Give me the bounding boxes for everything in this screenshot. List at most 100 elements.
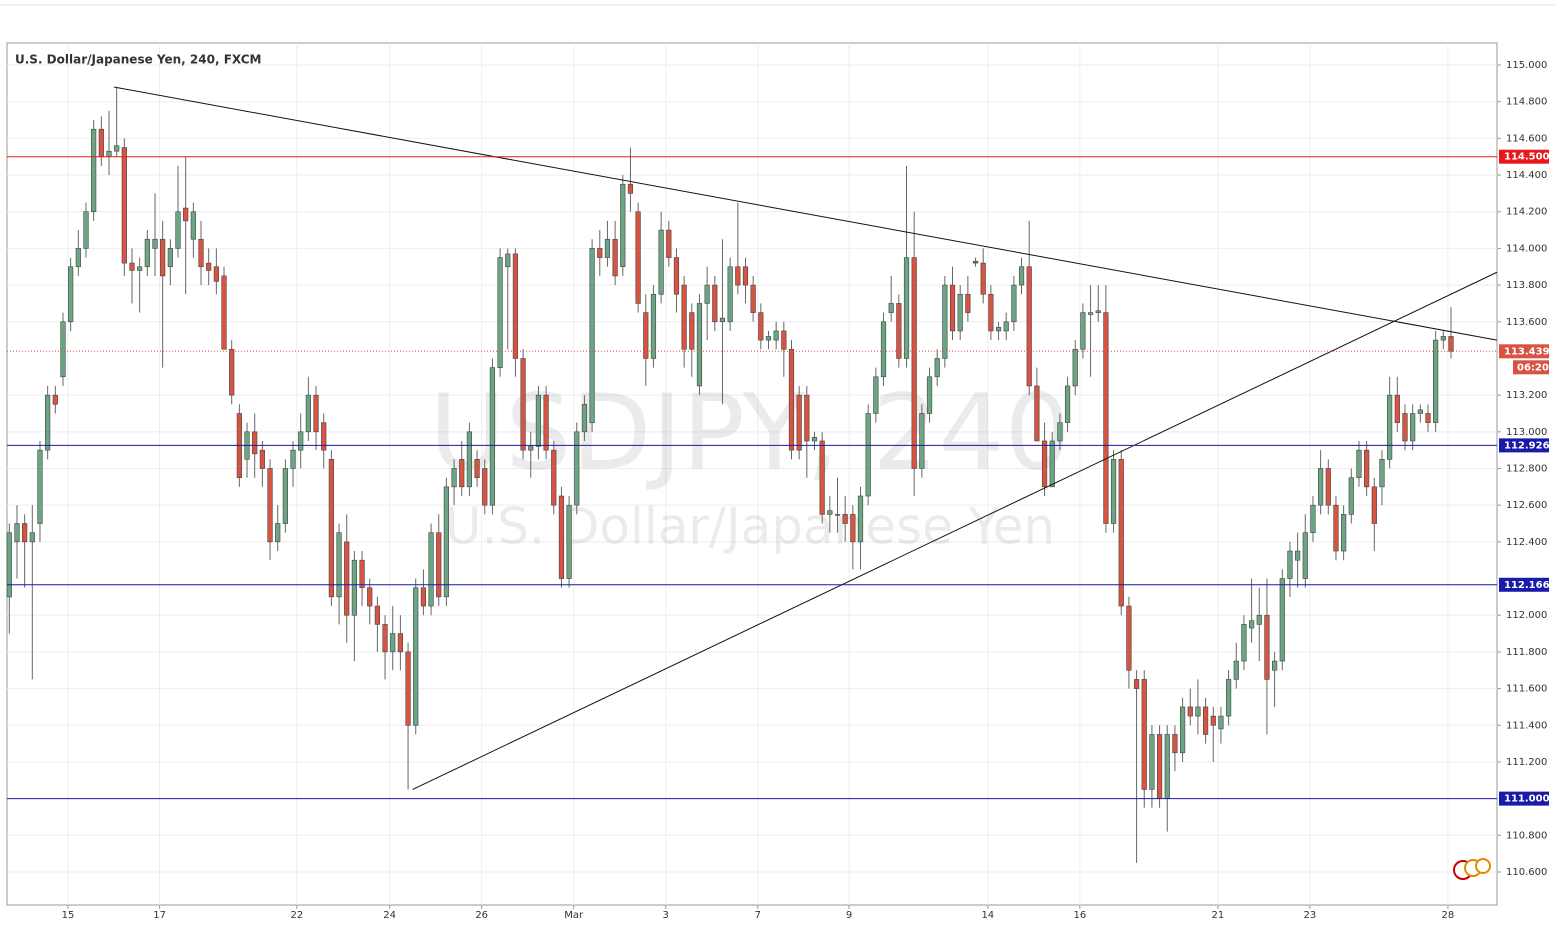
level-badge xyxy=(1499,577,1549,592)
y-tick-label: 113.600 xyxy=(1506,317,1547,328)
candle-body xyxy=(1226,679,1232,717)
candle-body xyxy=(612,238,618,277)
candle-body xyxy=(857,495,864,543)
y-tick-label: 115.000 xyxy=(1506,60,1547,71)
candle-body xyxy=(83,211,89,249)
candle-body xyxy=(1087,312,1094,315)
candle-body xyxy=(29,532,35,543)
candle-body xyxy=(919,413,925,469)
candle-body xyxy=(198,238,204,268)
candle-body xyxy=(773,330,779,341)
candle-body xyxy=(443,486,450,598)
candle-body xyxy=(888,303,894,313)
candle-body xyxy=(850,514,856,543)
candle-body xyxy=(405,651,411,726)
candle-body xyxy=(52,394,58,405)
candle-body xyxy=(781,330,787,350)
candle-body xyxy=(1018,266,1025,286)
candle-body xyxy=(37,449,43,524)
y-tick-label: 114.000 xyxy=(1506,243,1547,254)
last-price-badge xyxy=(1499,344,1549,359)
candle-body xyxy=(834,514,841,516)
candle-body xyxy=(1417,409,1423,414)
last-price-label: 113.439 xyxy=(1504,346,1550,357)
x-tick-label: 28 xyxy=(1442,910,1455,921)
candle-body xyxy=(681,284,687,350)
candle-body xyxy=(942,284,948,359)
candle-body xyxy=(221,275,227,350)
candle-body xyxy=(428,532,434,607)
candle-body xyxy=(75,248,81,268)
x-tick-label: Mar xyxy=(564,910,584,921)
candle-body xyxy=(972,260,979,264)
candle-body xyxy=(520,358,526,451)
candle-body xyxy=(581,404,588,433)
candle-body xyxy=(259,449,265,469)
event-icon[interactable] xyxy=(1475,858,1491,874)
trendline xyxy=(113,86,1498,341)
candle-body xyxy=(60,321,66,378)
y-tick-label: 111.600 xyxy=(1506,684,1547,695)
x-tick-label: 17 xyxy=(153,910,166,921)
candle-body xyxy=(1302,532,1308,579)
candle-body xyxy=(1057,422,1063,442)
candle-body xyxy=(788,348,795,451)
candle-body xyxy=(1287,550,1293,579)
candle-body xyxy=(22,523,28,543)
y-tick-label: 113.800 xyxy=(1506,280,1547,291)
candle-body xyxy=(351,559,357,616)
y-tick-label: 113.200 xyxy=(1506,390,1547,401)
y-tick-label: 110.600 xyxy=(1506,867,1547,878)
candle-body xyxy=(712,284,718,323)
candle-body xyxy=(459,459,465,488)
level-label: 112.926 xyxy=(1504,440,1550,451)
candle-body xyxy=(367,587,373,607)
candle-body xyxy=(167,248,173,268)
candle-body xyxy=(880,321,887,378)
candle-body xyxy=(328,459,334,598)
candle-body xyxy=(1156,734,1163,799)
candle-body xyxy=(1264,614,1270,680)
candle-body xyxy=(995,326,1002,332)
x-tick-label: 26 xyxy=(475,910,488,921)
candle-body xyxy=(1410,413,1416,442)
candle-body xyxy=(137,266,143,271)
candle-body xyxy=(1433,339,1439,423)
candle-body xyxy=(505,253,511,268)
candle-body xyxy=(1448,336,1454,352)
countdown-label: 06:20 xyxy=(1517,362,1549,373)
candle-body xyxy=(1026,266,1032,387)
candle-body xyxy=(1241,624,1247,662)
candle-body xyxy=(1379,459,1385,488)
candle-body xyxy=(160,238,166,277)
candle-body xyxy=(574,431,580,506)
candle-body xyxy=(1279,578,1285,662)
candle-body xyxy=(719,317,726,323)
candle-body xyxy=(742,266,749,286)
candle-body xyxy=(321,422,327,451)
candle-body xyxy=(229,348,235,396)
candle-body xyxy=(765,336,772,341)
candle-body xyxy=(175,211,181,249)
candle-body xyxy=(1164,734,1170,799)
candle-body xyxy=(934,358,940,378)
candle-body xyxy=(1049,440,1055,488)
countdown-badge xyxy=(1513,360,1549,375)
candle-body xyxy=(658,229,664,295)
trendline xyxy=(412,271,1498,790)
candle-body xyxy=(811,437,818,442)
candle-body xyxy=(1072,348,1078,387)
candle-body xyxy=(1133,679,1140,689)
x-tick-label: 24 xyxy=(383,910,396,921)
candle-body xyxy=(1141,679,1147,790)
candle-body xyxy=(627,183,634,194)
overlays xyxy=(7,86,1498,800)
candle-body xyxy=(758,312,764,341)
candle-body xyxy=(704,284,710,304)
candle-body xyxy=(1202,706,1209,735)
candle-body xyxy=(1064,385,1071,423)
candle-body xyxy=(282,468,288,524)
